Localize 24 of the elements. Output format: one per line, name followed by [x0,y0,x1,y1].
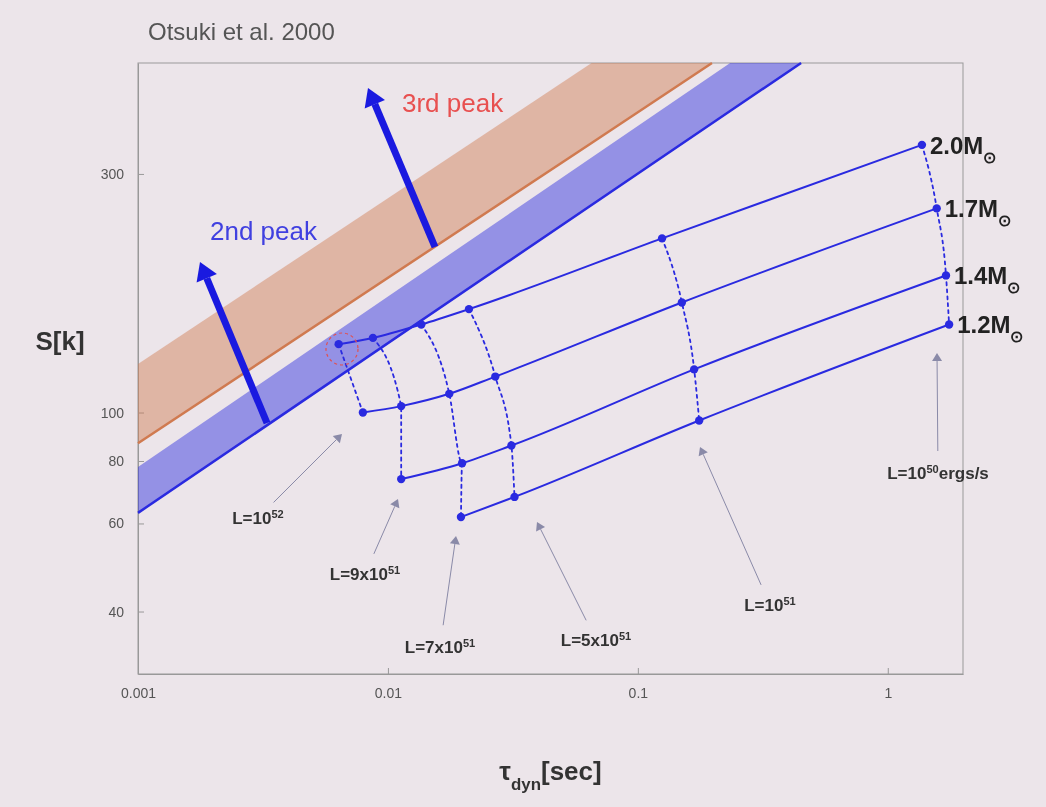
y-tick-label: 60 [108,515,125,532]
x-tick-label: 0.01 [374,684,403,701]
annotation: L=10$^{51}$ [744,595,796,615]
y-axis-title: S[k] [35,326,85,356]
annotation: L=7x10$^{51}$ [404,637,476,657]
annotation: 2nd peak [210,216,318,246]
series-label: 1.4M$_{⊙}$ [954,262,1021,296]
series-label: 1.7M$_{⊙}$ [944,195,1012,229]
x-axis-title: τ$_{dyn}$[sec] [499,756,602,794]
x-tick-label: 1 [884,684,893,701]
annotation: L=5x10$^{51}$ [560,630,632,650]
x-tick-label: 0.001 [120,684,157,701]
series-label: 2.0M$_{⊙}$ [929,131,997,166]
annotation: 3rd peak [402,88,505,118]
chart-title: Otsuki et al. 2000 [148,18,335,45]
y-tick-label: 40 [108,603,125,620]
annotation: L=10$^{52}$ [232,508,284,528]
y-tick-label: 100 [100,404,125,421]
series-label: 1.2M$_{⊙}$ [957,311,1024,345]
x-tick-label: 0.1 [628,684,649,701]
annotation: L=9x10$^{51}$ [329,564,401,584]
y-tick-label: 300 [100,165,125,182]
y-tick-label: 80 [108,452,125,469]
annotation: L=10$^{50}$ergs/s [887,463,989,483]
